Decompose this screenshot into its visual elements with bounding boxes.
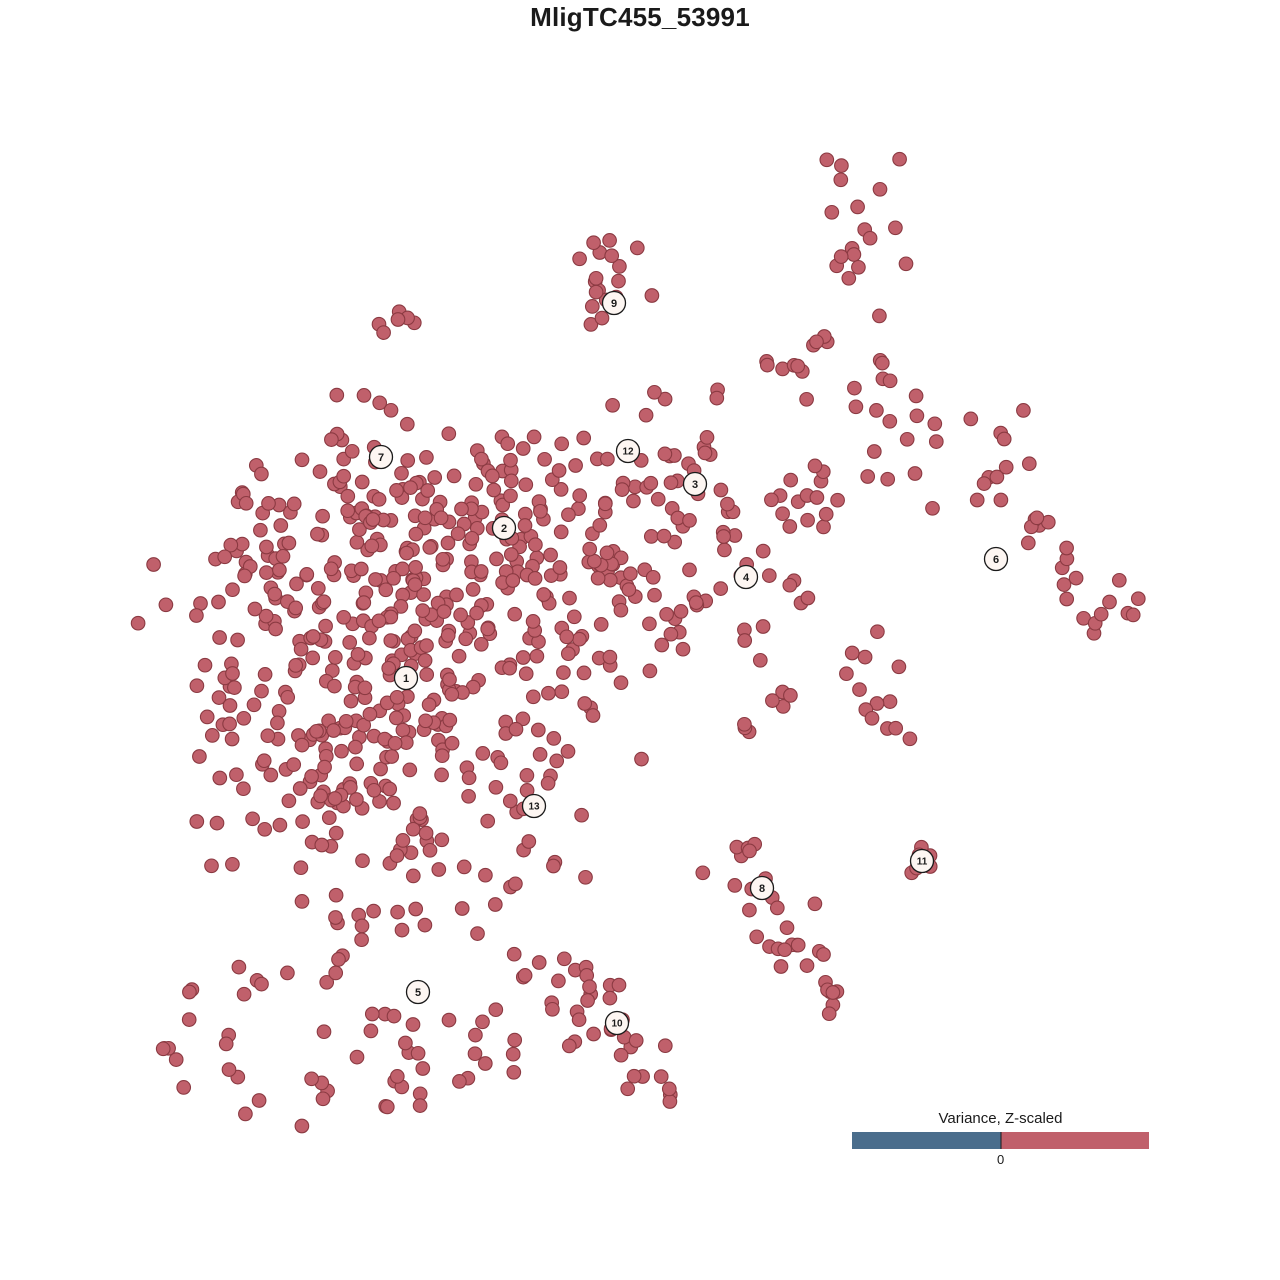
svg-text:2: 2 xyxy=(501,523,507,535)
svg-text:1: 1 xyxy=(403,673,409,685)
svg-text:5: 5 xyxy=(415,987,421,999)
svg-text:13: 13 xyxy=(528,802,540,813)
svg-text:4: 4 xyxy=(743,572,750,584)
svg-text:8: 8 xyxy=(759,883,765,895)
svg-text:6: 6 xyxy=(993,554,999,566)
svg-text:11: 11 xyxy=(917,857,928,868)
svg-text:12: 12 xyxy=(622,447,634,458)
svg-text:3: 3 xyxy=(692,479,698,491)
svg-text:7: 7 xyxy=(378,452,384,464)
svg-text:10: 10 xyxy=(611,1019,623,1030)
svg-text:9: 9 xyxy=(611,298,617,310)
